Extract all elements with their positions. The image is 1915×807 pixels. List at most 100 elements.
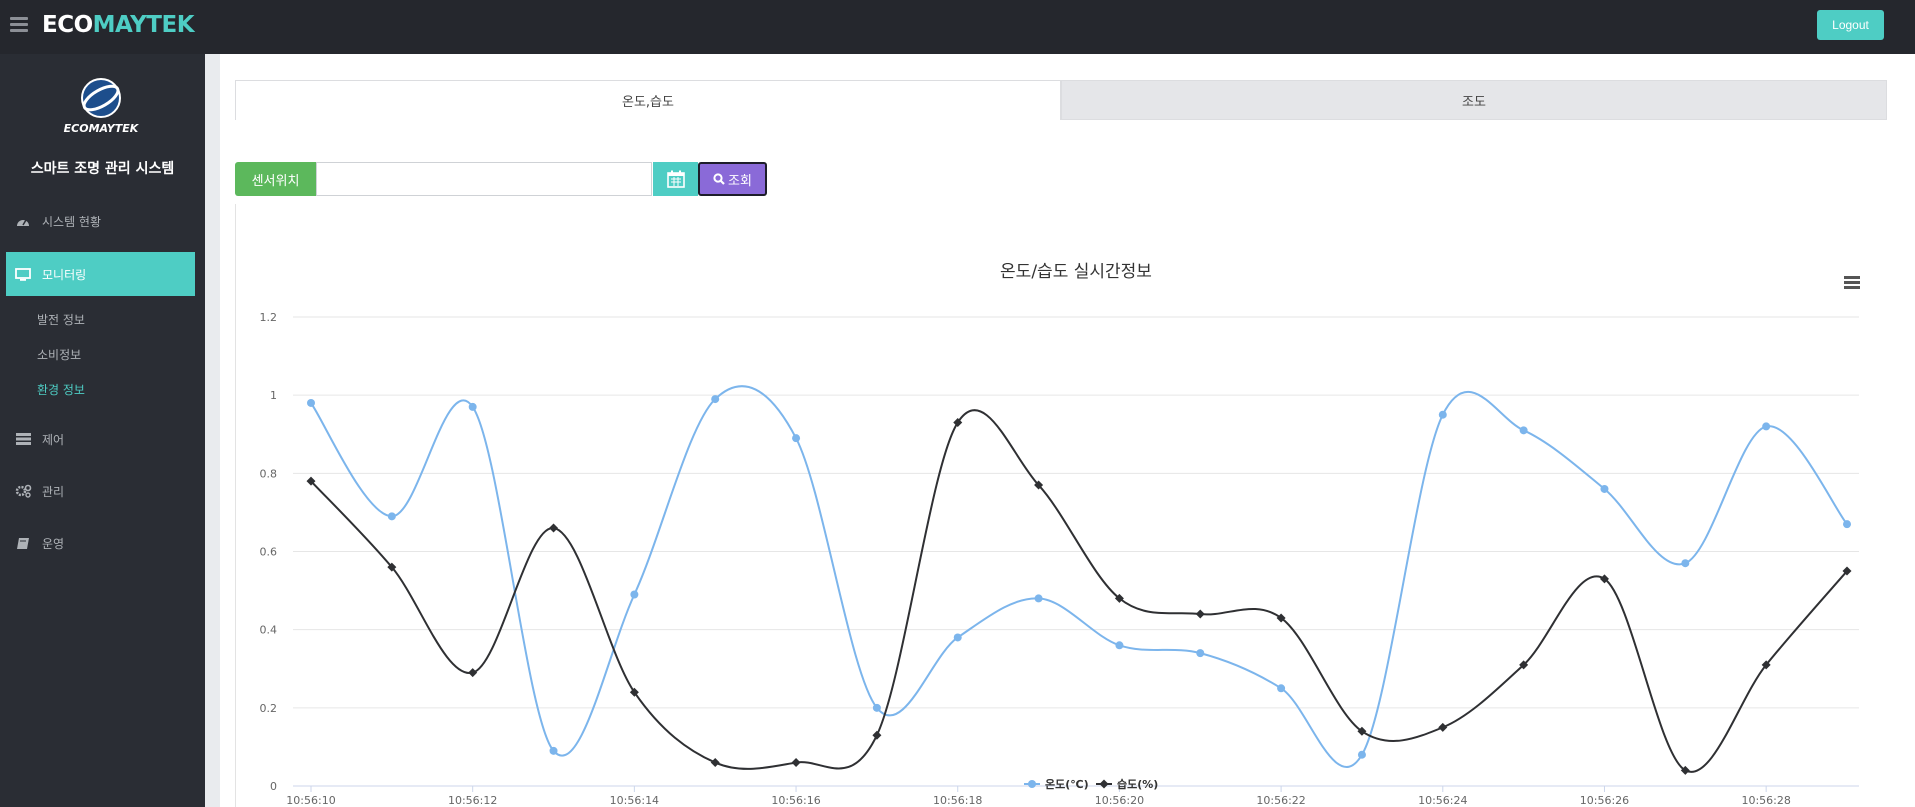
svg-text:ECOMAYTEK: ECOMAYTEK — [64, 122, 140, 135]
brand-part-eco: ECO — [42, 12, 93, 38]
data-point — [1357, 726, 1367, 736]
x-tick-label: 10:56:18 — [933, 794, 982, 807]
data-point — [1761, 660, 1771, 670]
tab-temp-humidity[interactable]: 온도,습도 — [235, 80, 1061, 120]
data-point — [953, 633, 962, 642]
legend-marker — [1099, 779, 1109, 789]
data-point — [387, 562, 397, 572]
series-line-1 — [310, 409, 1848, 773]
data-point — [1599, 574, 1609, 584]
data-point — [468, 668, 478, 678]
data-point — [1600, 484, 1609, 493]
series-line-0 — [310, 385, 1848, 768]
data-point — [1115, 641, 1124, 650]
data-point — [549, 746, 558, 755]
brand-logo[interactable]: ECOMAYTEK — [42, 12, 195, 38]
data-point — [629, 687, 639, 697]
data-point — [953, 418, 963, 428]
ecomaytek-logo-icon: ECOMAYTEK — [64, 78, 140, 135]
menu-item-management[interactable]: 관리 — [6, 469, 195, 513]
book-icon — [14, 536, 32, 550]
data-point — [549, 523, 559, 533]
data-point — [1680, 765, 1690, 775]
dashboard-icon — [14, 214, 32, 228]
search-icon — [713, 173, 725, 185]
sensor-location-input[interactable] — [316, 162, 652, 196]
legend-label: 온도(℃) — [1045, 778, 1089, 791]
data-point — [1681, 559, 1690, 568]
chart-container: 온도/습도 실시간정보 0 0.2 0.4 0.6 0.8 1 1.2 10:56:10 10:5… — [235, 204, 1905, 807]
line-chart: 온도/습도 실시간정보 0 0.2 0.4 0.6 0.8 1 1.2 10:56:10 10:5… — [260, 262, 1859, 807]
x-tick-label: 10:56:24 — [1418, 794, 1467, 807]
x-tick-label: 10:56:20 — [1095, 794, 1144, 807]
y-tick-label: 0.8 — [260, 467, 278, 480]
data-point — [1438, 410, 1447, 419]
data-point — [1277, 684, 1286, 693]
data-point — [1034, 480, 1044, 490]
data-point — [1276, 613, 1286, 623]
data-point — [307, 398, 315, 407]
menu-item-operation[interactable]: 운영 — [6, 521, 195, 565]
menu-item-label: 제어 — [42, 432, 65, 447]
menu-item-label: 모니터링 — [42, 267, 87, 282]
logout-button[interactable]: Logout — [1817, 10, 1884, 40]
data-point — [791, 758, 801, 768]
data-point — [792, 434, 801, 443]
brand-part-maytek: MAYTEK — [92, 12, 195, 38]
menu-item-label: 관리 — [42, 484, 65, 499]
chart-title: 온도/습도 실시간정보 — [1000, 262, 1152, 282]
y-tick-label: 1 — [270, 389, 277, 402]
data-point — [1519, 426, 1528, 435]
y-tick-label: 0.4 — [260, 624, 278, 637]
submenu-item-generation[interactable]: 발전 정보 — [37, 313, 85, 327]
tab-illuminance[interactable]: 조도 — [1061, 80, 1887, 120]
search-button-label: 조회 — [728, 173, 752, 189]
data-point — [1114, 593, 1124, 603]
data-point — [711, 395, 720, 404]
submenu-item-consumption[interactable]: 소비정보 — [37, 348, 82, 362]
y-tick-label: 0 — [270, 780, 277, 793]
data-point — [306, 476, 316, 486]
monitor-icon — [14, 267, 32, 281]
data-point — [1195, 609, 1205, 619]
chart-context-menu-icon[interactable] — [1844, 276, 1860, 290]
data-point — [1842, 566, 1852, 576]
x-tick-label: 10:56:12 — [448, 794, 497, 807]
sensor-location-label: 센서위치 — [235, 162, 316, 196]
y-tick-label: 0.6 — [260, 546, 278, 559]
content-panel: 온도,습도 조도 센서위치 조회 온도/습도 실시간정보 0 0.2 0.4 0.6 0.… — [220, 54, 1915, 807]
x-tick-label: 10:56:14 — [610, 794, 659, 807]
data-point — [1519, 660, 1529, 670]
data-point — [1196, 649, 1205, 658]
x-tick-label: 10:56:10 — [286, 794, 335, 807]
sidebar: ECOMAYTEK 스마트 조명 관리 시스템 시스템 현황 모니터링 발전 정… — [0, 54, 205, 807]
gears-icon — [14, 484, 32, 498]
menu-item-system-status[interactable]: 시스템 현황 — [6, 199, 195, 243]
y-tick-label: 1.2 — [260, 311, 278, 324]
x-tick-label: 10:56:28 — [1741, 794, 1790, 807]
menu-item-control[interactable]: 제어 — [6, 417, 195, 461]
menu-item-monitoring[interactable]: 모니터링 — [6, 252, 195, 296]
x-tick-label: 10:56:16 — [771, 794, 820, 807]
hamburger-menu-icon[interactable] — [10, 17, 28, 33]
data-point — [1357, 750, 1366, 759]
data-point — [1762, 422, 1771, 431]
menu-item-label: 운영 — [42, 536, 65, 551]
data-point — [1034, 594, 1043, 603]
legend-label: 습도(%) — [1117, 778, 1158, 791]
calendar-button[interactable] — [653, 162, 698, 196]
legend-marker — [1028, 780, 1036, 788]
data-point — [630, 590, 639, 599]
search-button[interactable]: 조회 — [698, 162, 767, 196]
data-point — [872, 730, 882, 740]
data-point — [1843, 520, 1851, 529]
submenu-item-environment[interactable]: 환경 정보 — [37, 383, 85, 397]
y-tick-label: 0.2 — [260, 702, 278, 715]
x-tick-label: 10:56:22 — [1256, 794, 1305, 807]
data-point — [710, 758, 720, 768]
server-icon — [14, 432, 32, 446]
menu-item-label: 시스템 현황 — [42, 214, 102, 229]
data-point — [387, 512, 396, 521]
data-point — [1438, 722, 1448, 732]
data-point — [872, 703, 881, 712]
